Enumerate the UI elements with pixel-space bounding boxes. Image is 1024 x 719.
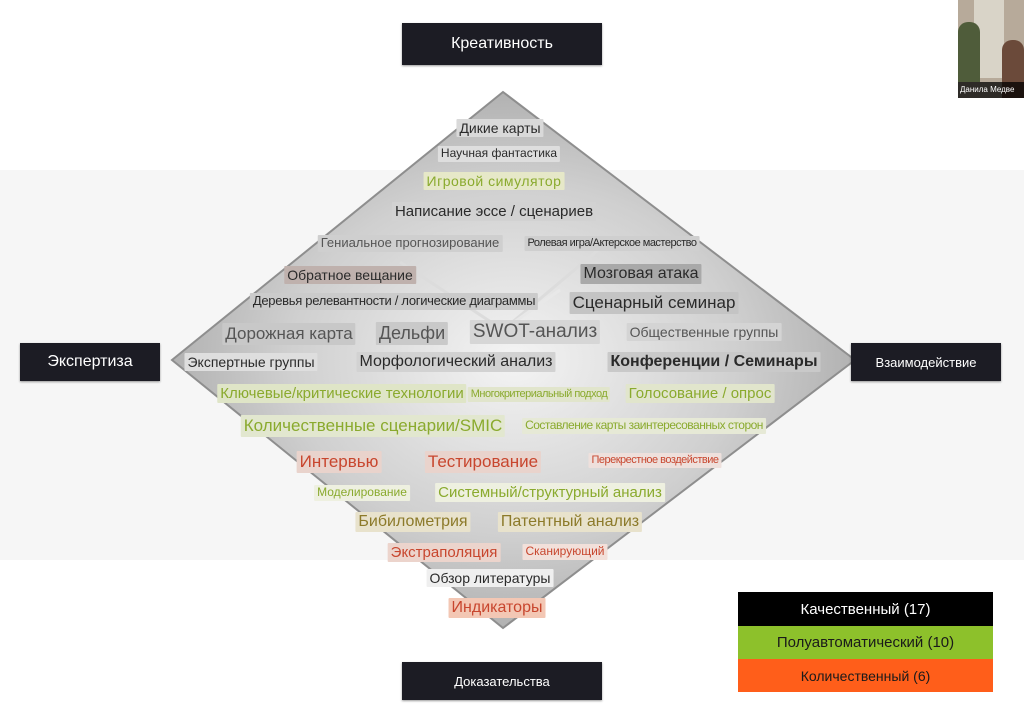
legend-qualitative: Качественный (17) (738, 592, 993, 626)
term-interviews: Интервью (296, 451, 382, 473)
term-delphi: Дельфи (375, 322, 449, 345)
term-literature-review: Обзор литературы (426, 569, 554, 588)
term-testing: Тестирование (424, 451, 542, 473)
term-modelling: Моделирование (314, 485, 410, 501)
term-swot: SWOT-анализ (469, 320, 601, 344)
term-conferences: Конференции / Семинары (607, 352, 821, 373)
term-science-fiction: Научная фантастика (437, 146, 561, 162)
term-citizen-panels: Общественные группы (626, 323, 782, 342)
axis-evidence: Доказательства (402, 662, 602, 700)
term-game-simulator: Игровой симулятор (423, 172, 565, 191)
term-indicators: Индикаторы (448, 598, 546, 619)
term-systems-analysis: Системный/структурный анализ (435, 483, 665, 503)
term-scanning: Сканирующий (522, 544, 608, 560)
term-voting-polling: Голосование / опрос (625, 384, 775, 404)
term-backcasting: Обратное вещание (284, 266, 416, 285)
term-morphological-analysis: Морфологический анализ (356, 352, 556, 373)
participant-video-tile[interactable]: Данила Медве (958, 0, 1024, 98)
term-scenario-workshop: Сценарный семинар (569, 292, 739, 314)
term-relevance-trees: Деревья релевантности / логические диагр… (249, 293, 539, 310)
term-bibliometrics: Бибилометрия (355, 512, 471, 533)
legend-quantitative: Количественный (6) (738, 659, 993, 692)
term-quantitative-scenarios: Количественные сценарии/SMIC (240, 415, 506, 437)
axis-expertise: Экспертиза (20, 343, 160, 381)
term-multicriteria: Многокритериальный подход (467, 387, 611, 402)
participant-name: Данила Медве (958, 82, 1024, 98)
term-stakeholder-mapping: Составление карты заинтересованных сторо… (522, 418, 766, 434)
term-roadmap: Дорожная карта (222, 323, 356, 345)
term-genius-forecasting: Гениальное прогнозирование (317, 235, 503, 252)
term-brainstorming: Мозговая атака (580, 264, 702, 285)
legend-semi-quantitative: Полуавтоматический (10) (738, 626, 993, 659)
term-expert-panels: Экспертные группы (184, 353, 318, 372)
axis-creativity: Креативность (402, 23, 602, 65)
term-cross-impact: Перекрестное воздействие (588, 453, 722, 468)
video-plant (958, 22, 980, 82)
term-role-playing: Ролевая игра/Актерское мастерство (524, 236, 700, 251)
term-key-technologies: Ключевые/критические технологии (217, 384, 467, 404)
term-essay-writing: Написание эссе / сценариев (391, 202, 597, 222)
term-wild-cards: Дикие карты (456, 119, 544, 138)
term-extrapolation: Экстраполяция (387, 543, 501, 563)
axis-interaction: Взаимодействие (851, 343, 1001, 381)
term-patent-analysis: Патентный анализ (497, 512, 643, 533)
